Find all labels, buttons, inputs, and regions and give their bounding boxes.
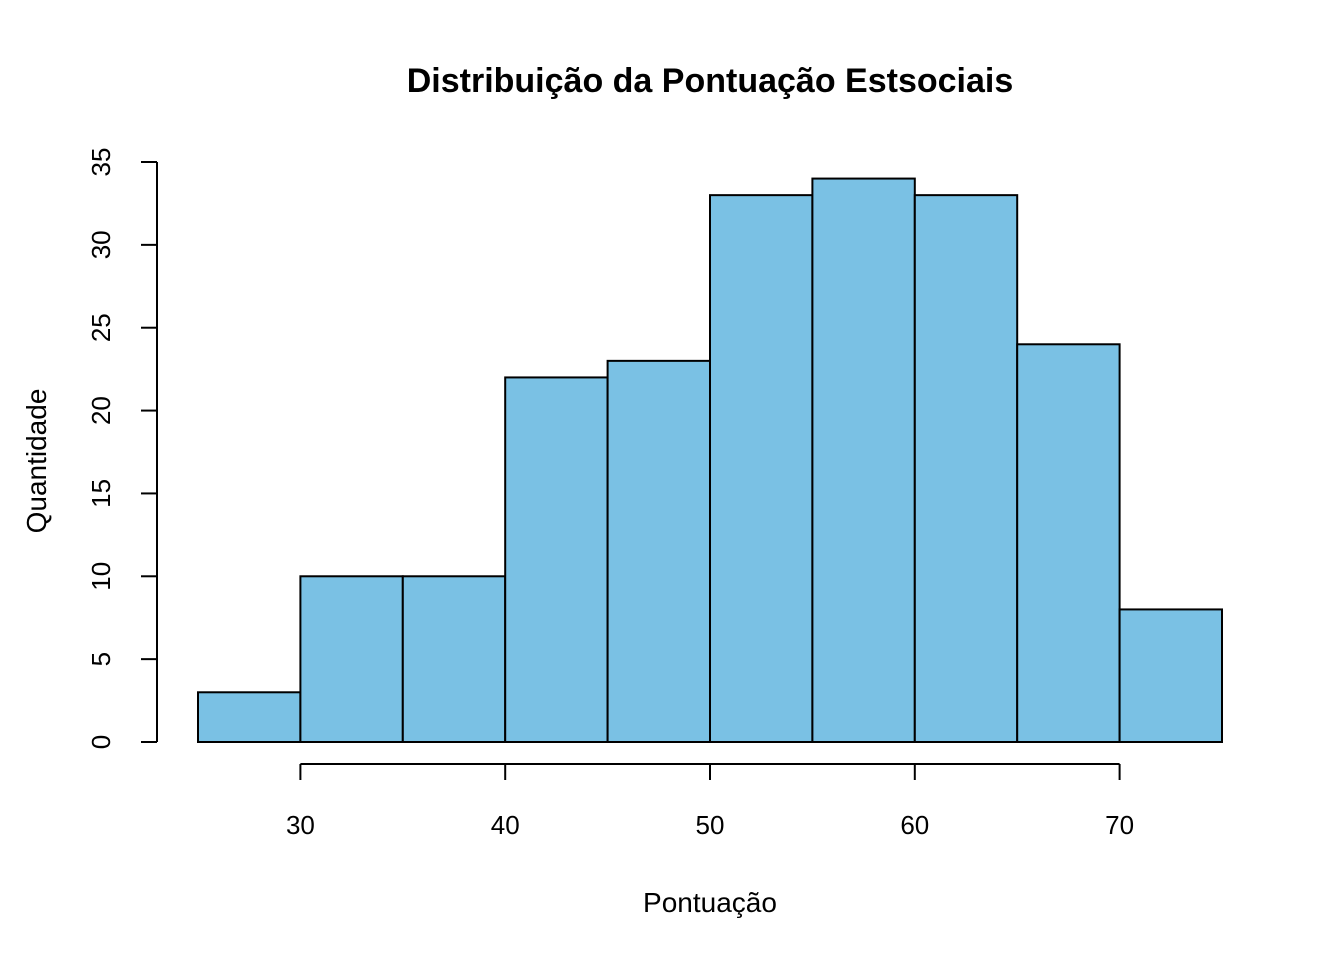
histogram-bar-3 (504, 376, 609, 743)
histogram-bar-5 (709, 194, 814, 743)
x-tick-label: 50 (696, 810, 725, 840)
y-tick-label: 35 (86, 148, 116, 177)
y-tick-label: 15 (86, 479, 116, 508)
histogram-bar-9 (1118, 608, 1223, 744)
y-tick-label: 10 (86, 562, 116, 591)
chart-title: Distribuição da Pontuação Estsociais (407, 62, 1014, 100)
histogram-bar-1 (299, 575, 404, 743)
histogram-bar-6 (811, 177, 916, 744)
histogram-bar-4 (606, 359, 711, 743)
y-tick-label: 20 (86, 396, 116, 425)
histogram-bar-7 (913, 194, 1019, 743)
y-tick-label: 0 (86, 735, 116, 749)
x-tick-label: 60 (900, 810, 929, 840)
bars-group (197, 177, 1223, 744)
histogram-bar-2 (401, 575, 507, 743)
histogram-bar-8 (1016, 343, 1121, 743)
x-axis-label: Pontuação (643, 887, 777, 918)
x-tick-label: 30 (286, 810, 315, 840)
x-tick-label: 40 (491, 810, 520, 840)
x-axis: 30 40 50 60 70 (286, 763, 1134, 840)
y-axis-label: Quantidade (21, 389, 52, 534)
y-tick-label: 25 (86, 313, 116, 342)
histogram-bar-0 (197, 691, 302, 743)
y-axis: 0 5 10 15 20 25 30 35 (86, 148, 158, 749)
y-tick-label: 30 (86, 230, 116, 259)
x-tick-label: 70 (1105, 810, 1134, 840)
y-tick-label: 5 (86, 652, 116, 666)
